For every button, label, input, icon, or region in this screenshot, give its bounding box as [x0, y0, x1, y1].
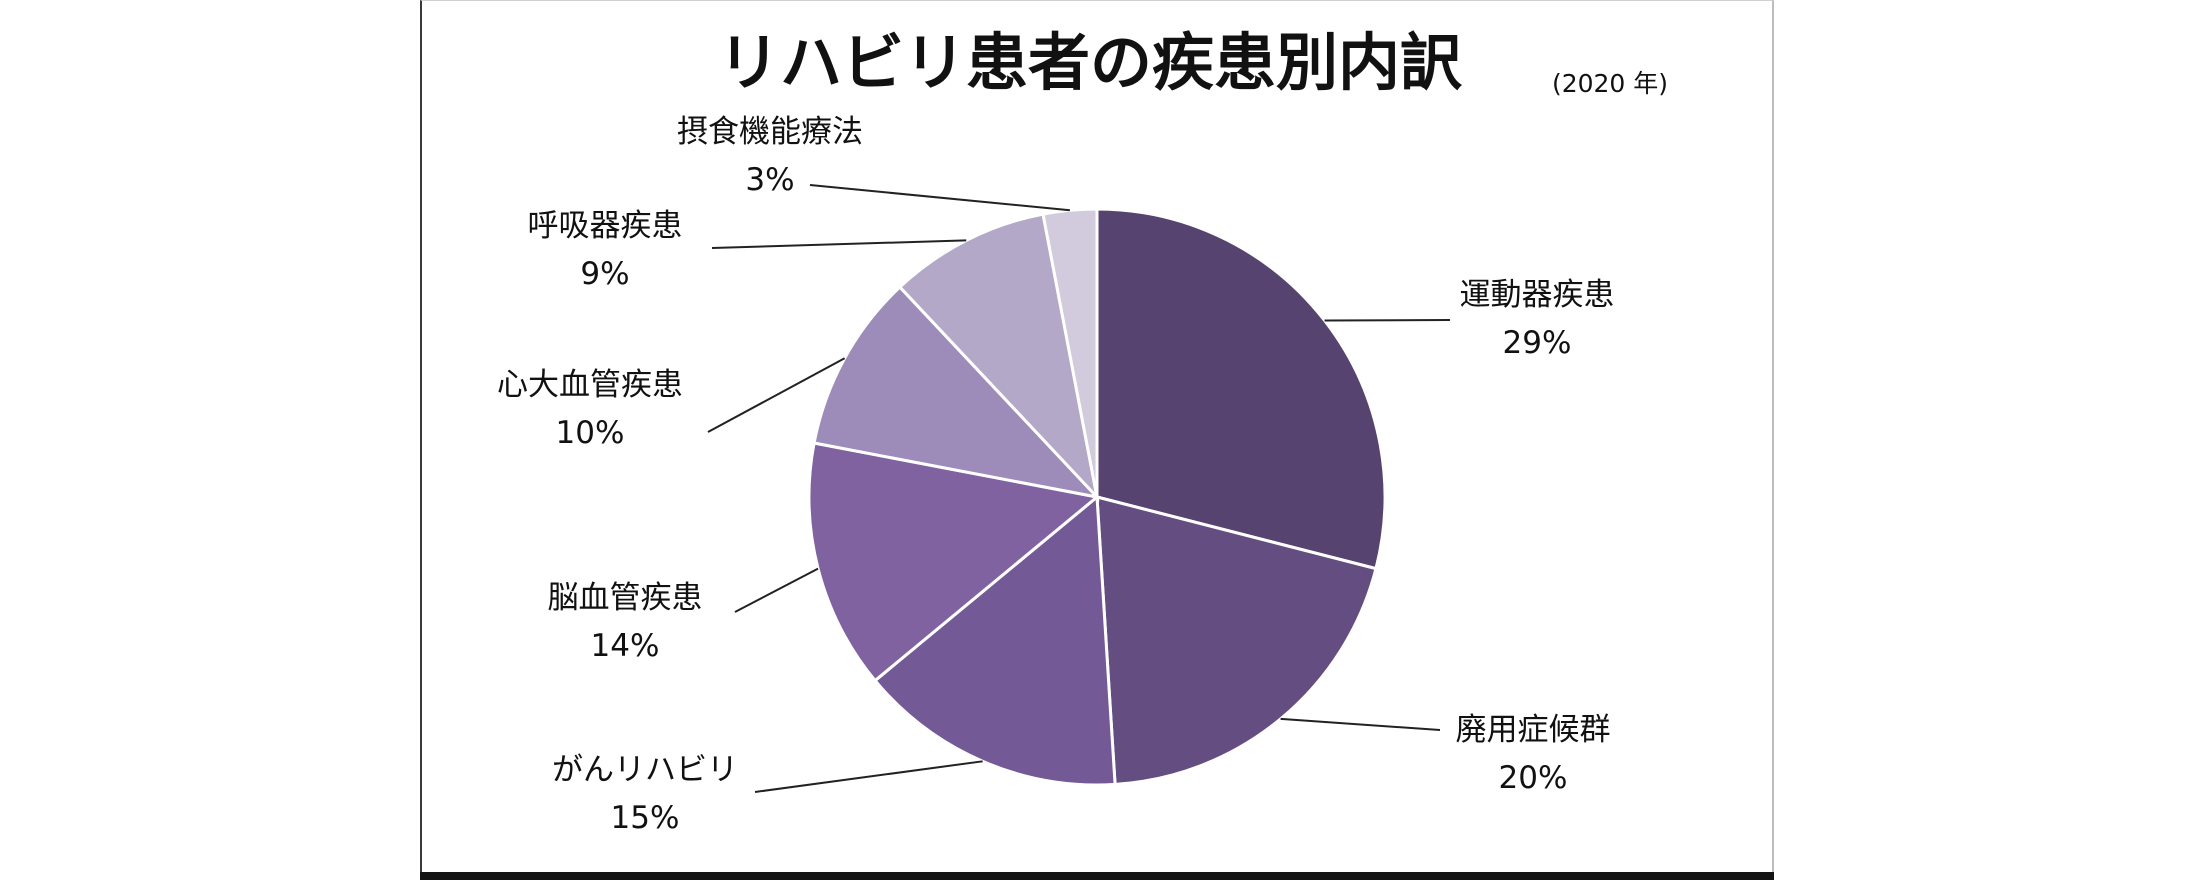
leader-line — [1280, 717, 1441, 731]
slice-value-label: 14% — [591, 628, 660, 664]
slice-category-label: 運動器疾患 — [1460, 277, 1615, 313]
slice-value-label: 15% — [611, 800, 680, 836]
slice-value-label: 10% — [556, 415, 625, 451]
slice-value-label: 3% — [745, 162, 794, 198]
leader-line — [707, 357, 846, 433]
pie-slice — [1095, 207, 1387, 571]
chart-frame-bottom-bar — [420, 872, 1774, 880]
slice-category-label: 摂食機能療法 — [677, 114, 863, 150]
slice-value-label: 20% — [1499, 760, 1568, 796]
pie-slice — [1095, 495, 1378, 787]
chart-subtitle: (2020 年) — [1552, 69, 1668, 98]
leader-line — [754, 760, 983, 793]
pie-slices — [807, 207, 1387, 787]
slice-value-label: 29% — [1503, 325, 1572, 361]
slice-value-label: 9% — [580, 256, 629, 292]
slice-category-label: 脳血管疾患 — [548, 580, 703, 616]
leader-line — [809, 184, 1070, 212]
leader-line — [734, 567, 819, 613]
slice-category-label: 心大血管疾患 — [497, 367, 683, 403]
leader-line — [711, 239, 967, 249]
leader-lines — [707, 184, 1451, 793]
pie-slice — [812, 284, 1102, 500]
slice-category-label: 廃用症候群 — [1456, 712, 1611, 748]
data-labels: 運動器疾患 29% 廃用症候群 20% がんリハビリ 15% 脳血管疾患 14% 心大血管疾患 1… — [497, 114, 1615, 836]
chart-title: リハビリ患者の疾患別内訳 — [718, 26, 1463, 99]
slice-category-label: がんリハビリ — [552, 752, 738, 788]
slice-category-label: 呼吸器疾患 — [528, 208, 683, 244]
